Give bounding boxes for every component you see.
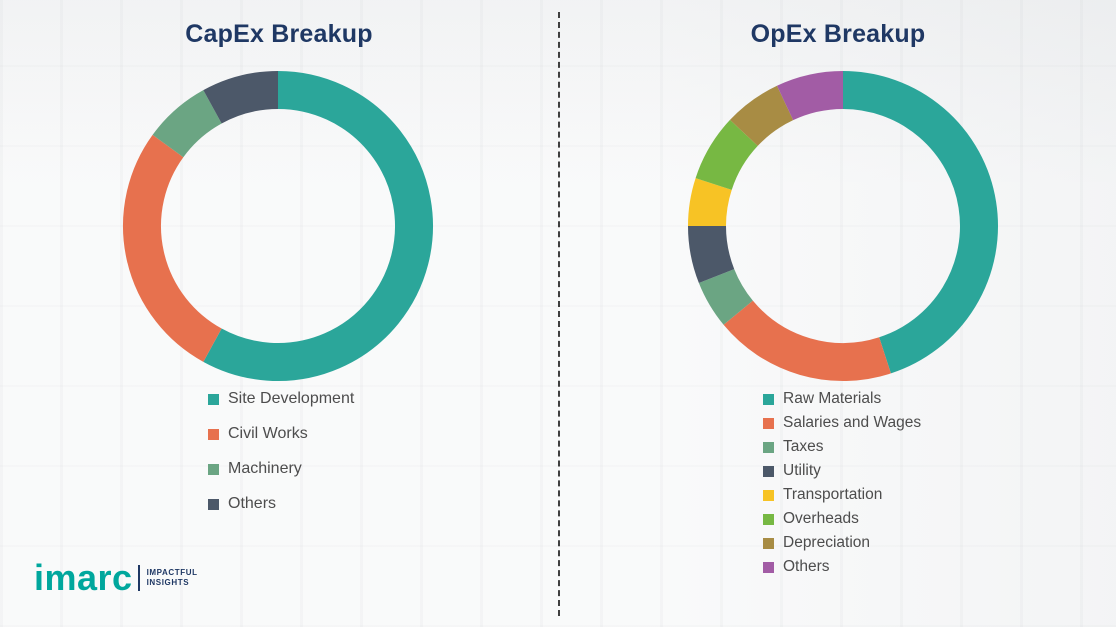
legend-label: Taxes (783, 438, 824, 455)
legend-label: Transportation (783, 486, 883, 503)
dashed-divider (558, 12, 560, 616)
legend-label: Salaries and Wages (783, 414, 922, 431)
capex-panel: CapEx Breakup Site Development Civil Work… (123, 20, 433, 530)
legend-swatch (763, 465, 774, 477)
legend-item-civil-works: Civil Works (208, 425, 354, 443)
legend-label: Raw Materials (783, 390, 882, 407)
opex-panel: OpEx Breakup Raw Materials Salaries and W… (560, 0, 1116, 627)
capex-donut-chart (123, 71, 433, 381)
donut-segment-utility (688, 225, 735, 284)
legend-swatch (763, 417, 774, 429)
legend-label: Others (228, 495, 277, 512)
donut-segment-civil-works (123, 134, 223, 362)
legend-item-taxes: Taxes (763, 438, 921, 456)
imarc-logo: imarc IMPACTFUL INSIGHTS (34, 560, 198, 596)
donut-segment-machinery (152, 90, 223, 158)
legend-item-overheads: Overheads (763, 510, 921, 528)
donut-segment-transportation (688, 178, 732, 227)
donut-segment-raw-materials (842, 71, 998, 374)
legend-swatch (763, 513, 774, 525)
legend-item-transportation: Transportation (763, 486, 921, 504)
donut-segment-overheads (695, 119, 759, 191)
legend-swatch (763, 393, 774, 405)
imarc-logo-wordmark: imarc (34, 557, 133, 598)
legend-label: Depreciation (783, 534, 871, 551)
legend-label: Overheads (783, 510, 859, 527)
legend-label: Others (783, 558, 830, 575)
legend-item-salaries-and-wages: Salaries and Wages (763, 414, 921, 432)
legend-item-others: Others (763, 558, 921, 576)
donut-segment-salaries-and-wages (723, 300, 891, 381)
legend-label: Machinery (228, 460, 302, 477)
legend-swatch (208, 393, 219, 405)
legend-swatch (763, 537, 774, 549)
donut-segment-depreciation (730, 85, 794, 147)
opex-donut-chart (688, 71, 998, 381)
legend-item-raw-materials: Raw Materials (763, 390, 921, 408)
imarc-tagline-line2: INSIGHTS (146, 578, 190, 587)
legend-swatch (763, 561, 774, 573)
legend-swatch (208, 498, 219, 510)
legend-item-machinery: Machinery (208, 460, 354, 478)
capex-chart-title: CapEx Breakup (185, 20, 373, 48)
legend-label: Site Development (228, 390, 355, 407)
opex-legend: Raw Materials Salaries and Wages Taxes Util… (763, 390, 921, 582)
legend-swatch (208, 428, 219, 440)
legend-swatch (763, 489, 774, 501)
legend-label: Utility (783, 462, 821, 479)
legend-item-utility: Utility (763, 462, 921, 480)
legend-item-site-development: Site Development (208, 390, 354, 408)
imarc-tagline-line1: IMPACTFUL (146, 567, 198, 577)
legend-label: Civil Works (228, 425, 308, 442)
legend-item-depreciation: Depreciation (763, 534, 921, 552)
donut-segment-others (203, 71, 279, 124)
capex-legend: Site Development Civil Works Machinery Othe… (208, 390, 354, 530)
donut-segment-taxes (698, 268, 754, 325)
donut-segment-site-development (203, 71, 433, 381)
imarc-logo-divider (137, 565, 140, 591)
imarc-logo-tagline: IMPACTFUL INSIGHTS (147, 568, 198, 589)
legend-swatch (763, 441, 774, 453)
legend-swatch (208, 463, 219, 475)
legend-item-others: Others (208, 495, 354, 513)
donut-segment-others (777, 71, 844, 121)
opex-chart-title: OpEx Breakup (750, 20, 926, 48)
